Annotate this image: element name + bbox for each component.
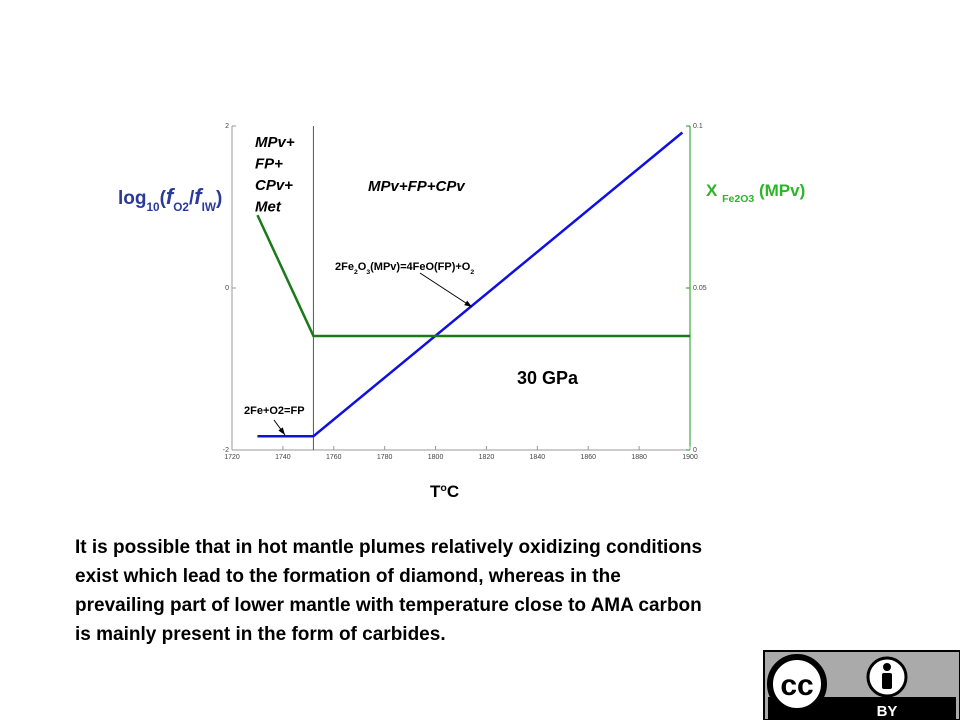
label-part: (MPv)=4FeO(FP)+O <box>370 261 471 273</box>
x-tick-label: 1900 <box>682 454 698 461</box>
cc-circle <box>767 654 827 714</box>
phase-label: FP+ <box>255 156 283 173</box>
caption-line: It is possible that in hot mantle plumes… <box>75 537 702 558</box>
pressure-label: 30 GPa <box>517 368 579 388</box>
label-part: X <box>706 181 722 200</box>
label-part: f <box>166 184 176 209</box>
series-line <box>257 131 684 438</box>
y2-tick-label: 0.1 <box>693 123 703 130</box>
label-part: o <box>440 482 447 494</box>
by-body <box>882 673 892 689</box>
label-part: O <box>358 261 367 273</box>
label-part: 3 <box>366 269 370 276</box>
label-part: (MPv) <box>754 181 805 200</box>
caption-line: prevailing part of lower mantle with tem… <box>75 595 702 616</box>
label-part: C <box>447 482 459 501</box>
x-tick-label: 1720 <box>224 454 240 461</box>
arrow <box>419 272 473 308</box>
y2-axis-label: X Fe2O3 (MPv) <box>706 181 805 205</box>
phase-label: Met <box>255 199 282 216</box>
label-part: f <box>194 184 204 209</box>
y2-tick-label: 0 <box>693 447 697 454</box>
phase-label: MPv+ <box>255 134 295 151</box>
label-part: T <box>430 482 441 501</box>
label-part: / <box>189 188 195 209</box>
phase-label: MPv+FP+CPv <box>368 178 466 195</box>
y2-tick-label: 0.05 <box>693 285 707 292</box>
badge-by: BY <box>877 703 898 720</box>
y-tick-label: -2 <box>223 447 229 454</box>
label-part: 2 <box>470 269 474 276</box>
x-axis-label: ToC <box>430 482 459 501</box>
x-tick-label: 1760 <box>326 454 342 461</box>
x-tick-label: 1780 <box>377 454 393 461</box>
reaction-high: 2Fe2O3(MPv)=4FeO(FP)+O2 <box>335 261 474 276</box>
label-part: ) <box>216 188 222 209</box>
caption-line: is mainly present in the form of carbide… <box>75 624 446 645</box>
badge-cc: cc <box>780 669 813 702</box>
y-axis-label: log10(fO2/fIW) <box>118 184 222 214</box>
arrow-head <box>464 300 472 307</box>
reaction-low: 2Fe+O2=FP <box>244 405 305 417</box>
x-tick-label: 1740 <box>275 454 291 461</box>
x-tick-label: 1800 <box>428 454 444 461</box>
label-part: log <box>118 188 147 209</box>
arrow-head <box>278 427 285 435</box>
label-part: 2Fe <box>335 261 354 273</box>
caption-line: exist which lead to the formation of dia… <box>75 566 621 587</box>
label-part: IW <box>202 201 217 214</box>
series-line <box>256 214 690 338</box>
by-head <box>883 663 891 671</box>
phase-label: CPv+ <box>255 177 293 194</box>
x-tick-label: 1860 <box>580 454 596 461</box>
label-part: Fe2O3 <box>722 193 754 205</box>
x-tick-label: 1820 <box>479 454 495 461</box>
y-tick-label: 2 <box>225 123 229 130</box>
label-part: ( <box>160 188 167 209</box>
x-tick-label: 1840 <box>530 454 546 461</box>
label-part: 2 <box>354 269 358 276</box>
label-part: O2 <box>173 201 189 214</box>
x-tick-label: 1880 <box>631 454 647 461</box>
label-part: 10 <box>147 201 161 214</box>
y-tick-label: 0 <box>225 285 229 292</box>
